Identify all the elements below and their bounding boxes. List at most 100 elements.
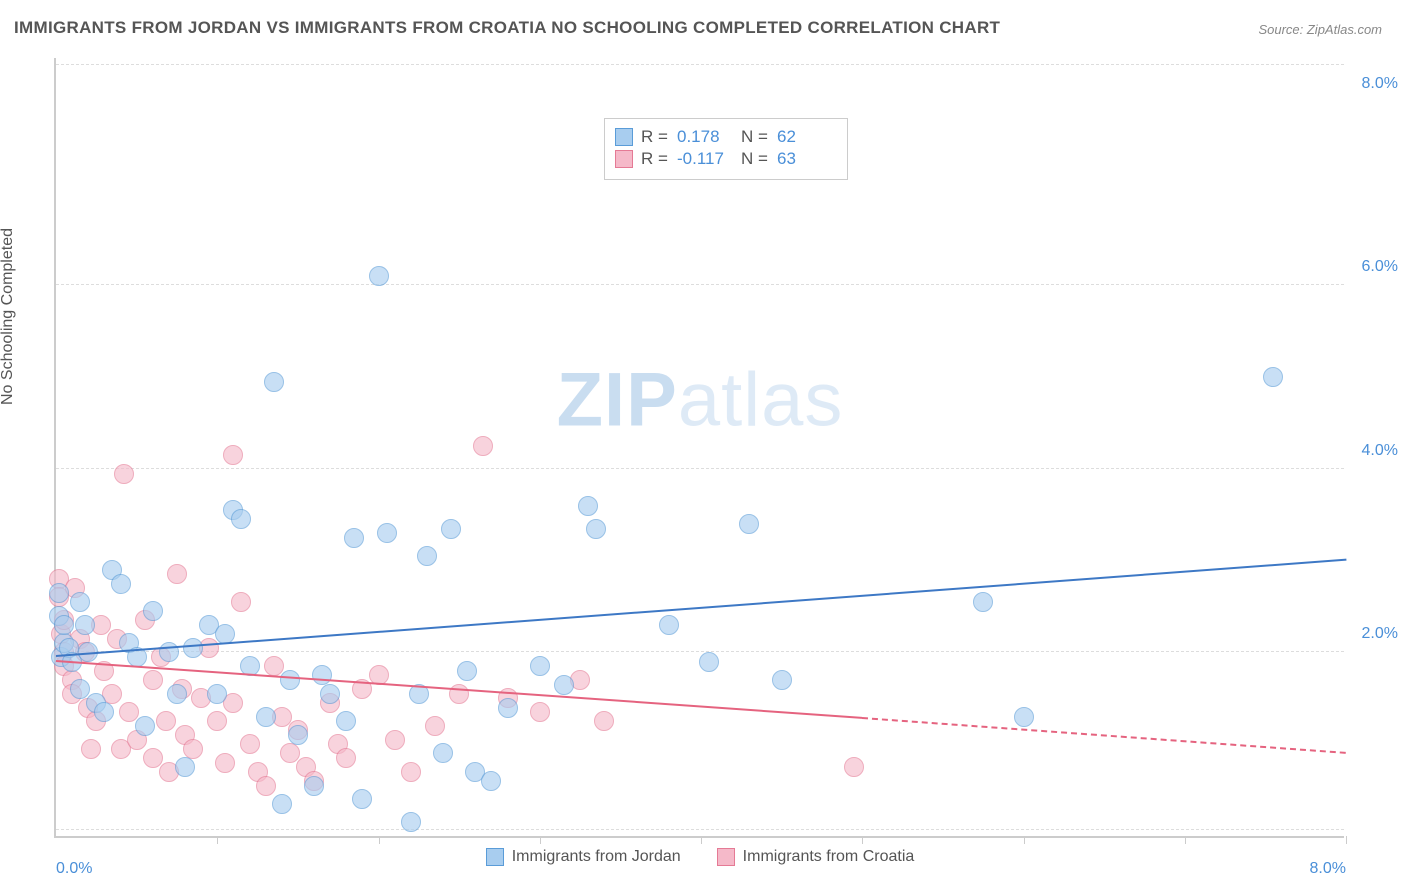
swatch-croatia [615,150,633,168]
croatia-point [240,734,260,754]
croatia-point [215,753,235,773]
croatia-point [401,762,421,782]
n-label: N = [741,127,769,147]
jordan-point [1014,707,1034,727]
jordan-point [167,684,187,704]
y-axis-label: No Schooling Completed [0,228,17,405]
gridline [56,829,1344,830]
jordan-point [352,789,372,809]
jordan-point [377,523,397,543]
jordan-point [457,661,477,681]
n-label: N = [741,149,769,169]
jordan-point [1263,367,1283,387]
legend-label-jordan: Immigrants from Jordan [512,848,681,866]
jordan-point [344,528,364,548]
croatia-point [114,464,134,484]
gridline [56,468,1344,469]
jordan-point [498,698,518,718]
y-tick-label: 2.0% [1362,625,1398,643]
jordan-point [135,716,155,736]
jordan-point [280,670,300,690]
source-attribution: Source: ZipAtlas.com [1258,22,1382,37]
jordan-point [481,771,501,791]
jordan-point [530,656,550,676]
y-tick-label: 6.0% [1362,258,1398,276]
croatia-point [156,711,176,731]
legend-item-jordan: Immigrants from Jordan [486,848,681,866]
croatia-point [143,670,163,690]
croatia-point [385,730,405,750]
croatia-point [231,592,251,612]
croatia-point [473,436,493,456]
series-legend: Immigrants from Jordan Immigrants from C… [56,848,1344,866]
jordan-point [586,519,606,539]
croatia-point [256,776,276,796]
jordan-point [369,266,389,286]
r-label: R = [641,127,669,147]
croatia-point [207,711,227,731]
plot-area: ZIPatlas R = 0.178 N = 62 R = -0.117 N =… [54,58,1344,838]
jordan-point [401,812,421,832]
r-label: R = [641,149,669,169]
swatch-croatia [717,848,735,866]
croatia-point [223,445,243,465]
r-value-croatia: -0.117 [677,149,733,169]
n-value-croatia: 63 [777,149,833,169]
y-tick-label: 8.0% [1362,75,1398,93]
jordan-point [94,702,114,722]
gridline [56,651,1344,652]
jordan-point [111,574,131,594]
jordan-point [231,509,251,529]
croatia-point [425,716,445,736]
jordan-point [578,496,598,516]
jordan-point [973,592,993,612]
stats-legend: R = 0.178 N = 62 R = -0.117 N = 63 [604,118,848,180]
stats-row-croatia: R = -0.117 N = 63 [615,149,833,169]
croatia-point [336,748,356,768]
x-axis-min-label: 0.0% [56,860,92,878]
croatia-point [449,684,469,704]
y-tick-label: 4.0% [1362,442,1398,460]
jordan-point [312,665,332,685]
croatia-point [167,564,187,584]
jordan-point [336,711,356,731]
jordan-point [75,615,95,635]
jordan-point [659,615,679,635]
jordan-point [554,675,574,695]
jordan-point [441,519,461,539]
x-axis-max-label: 8.0% [1310,860,1346,878]
jordan-point [739,514,759,534]
watermark: ZIPatlas [557,357,844,444]
croatia-point [183,739,203,759]
jordan-point [772,670,792,690]
chart-title: IMMIGRANTS FROM JORDAN VS IMMIGRANTS FRO… [14,18,1000,38]
gridline [56,64,1344,65]
swatch-jordan [615,128,633,146]
swatch-jordan [486,848,504,866]
legend-label-croatia: Immigrants from Croatia [743,848,915,866]
jordan-point [256,707,276,727]
jordan-point [49,583,69,603]
jordan-point [288,725,308,745]
x-tick [701,836,702,844]
legend-item-croatia: Immigrants from Croatia [717,848,915,866]
croatia-point [594,711,614,731]
jordan-point [320,684,340,704]
croatia-point [844,757,864,777]
jordan-point [175,757,195,777]
croatia-point [530,702,550,722]
trend-croatia-extrapolated [862,717,1346,754]
n-value-jordan: 62 [777,127,833,147]
jordan-point [143,601,163,621]
jordan-point [272,794,292,814]
jordan-point [70,592,90,612]
jordan-point [699,652,719,672]
jordan-point [304,776,324,796]
jordan-point [207,684,227,704]
x-tick [862,836,863,844]
x-tick [379,836,380,844]
jordan-point [264,372,284,392]
jordan-point [417,546,437,566]
stats-row-jordan: R = 0.178 N = 62 [615,127,833,147]
x-tick [217,836,218,844]
